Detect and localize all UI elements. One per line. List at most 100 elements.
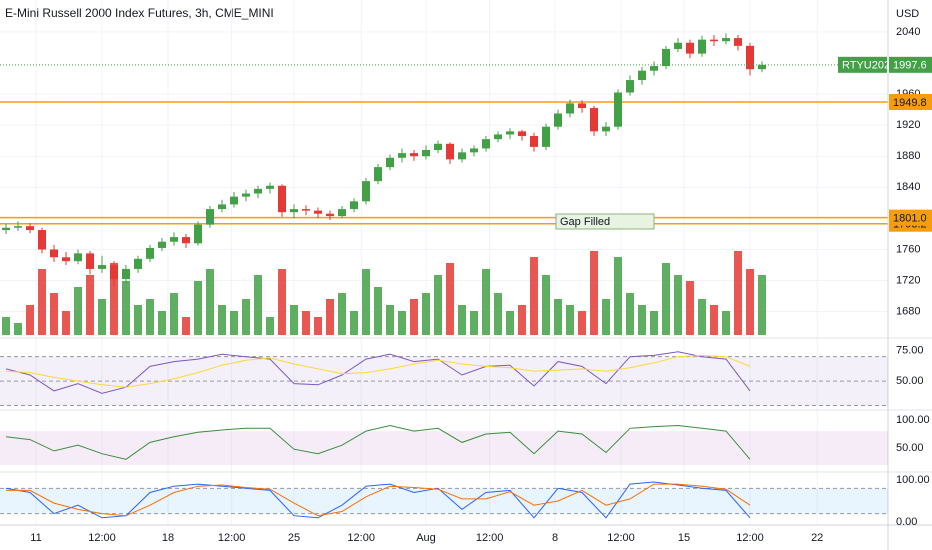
candle-body <box>398 153 406 158</box>
candle-body <box>218 204 226 210</box>
volume-bar <box>314 317 322 335</box>
candle-body <box>530 136 538 147</box>
volume-bar <box>602 299 610 335</box>
candle-body <box>698 39 706 54</box>
candle-body <box>506 131 514 135</box>
indicator-line <box>5 424 751 460</box>
candle-body <box>98 265 106 269</box>
indicator-line <box>5 481 751 519</box>
candle-body <box>674 42 682 49</box>
indicator-line <box>5 354 751 388</box>
y-tick-label: 2040 <box>896 26 920 38</box>
candle-body <box>614 92 622 127</box>
volume-bar <box>554 299 562 335</box>
candle-body <box>254 188 262 194</box>
symbol-label: RTYU2022 <box>842 60 896 72</box>
indicator-tick-label: 50.00 <box>896 375 924 387</box>
candle-body <box>746 45 754 70</box>
candle-body <box>314 210 322 214</box>
level-label: 1801.0 <box>893 213 927 225</box>
indicator-tick-label: 100.00 <box>896 474 930 486</box>
candle-body <box>38 230 46 250</box>
candle-body <box>494 134 502 140</box>
volume-bar <box>158 311 166 335</box>
volume-bar <box>254 275 262 335</box>
candle-body <box>626 80 634 93</box>
candle-body <box>326 213 334 217</box>
candle-body <box>458 152 466 160</box>
volume-bar <box>266 317 274 335</box>
volume-bar <box>650 311 658 335</box>
candle-body <box>446 143 454 160</box>
candle-body <box>338 209 346 217</box>
x-tick-label: Aug <box>416 532 436 544</box>
volume-bar <box>590 251 598 335</box>
volume-bar <box>182 317 190 335</box>
x-tick-label: 12:00 <box>476 532 504 544</box>
volume-bar <box>278 269 286 335</box>
candle-body <box>722 38 730 42</box>
volume-bar <box>758 275 766 335</box>
y-tick-label: 1680 <box>896 306 920 318</box>
volume-bar <box>530 257 538 335</box>
volume-bar <box>542 275 550 335</box>
candle-body <box>146 247 154 259</box>
candle-body <box>14 226 22 228</box>
volume-bar <box>74 287 82 335</box>
volume-bar <box>374 287 382 335</box>
volume-bar <box>230 311 238 335</box>
volume-bar <box>50 293 58 335</box>
y-tick-label: 1920 <box>896 119 920 131</box>
candle-body <box>290 209 298 213</box>
candle-body <box>182 237 190 244</box>
volume-bar <box>410 299 418 335</box>
last-price-box <box>889 56 932 73</box>
y-tick-label: 1840 <box>896 181 920 193</box>
candle-body <box>758 64 766 70</box>
volume-bar <box>86 275 94 335</box>
volume-bar <box>290 305 298 335</box>
candle-body <box>482 139 490 149</box>
candle-body <box>50 249 58 258</box>
candle-body <box>362 181 370 202</box>
volume-bar <box>518 305 526 335</box>
annotation-text: Gap Filled <box>560 216 610 228</box>
volume-bar <box>242 299 250 335</box>
volume-bar <box>26 305 34 335</box>
x-tick-label: 12:00 <box>88 532 116 544</box>
candle-body <box>350 201 358 210</box>
candle-body <box>206 209 214 225</box>
candle-body <box>650 66 658 71</box>
x-tick-label: 12:00 <box>607 532 635 544</box>
chart-title: E-Mini Russell 2000 Index Futures, 3h, C… <box>5 6 274 20</box>
candle-body <box>86 253 94 269</box>
indicator-tick-label: 100.00 <box>896 414 930 426</box>
level-label: 1949.8 <box>893 97 927 109</box>
indicator-tick-label: 75.00 <box>896 344 924 356</box>
candle-body <box>554 113 562 127</box>
candle-body <box>302 209 310 211</box>
volume-bar <box>122 281 130 335</box>
volume-bar <box>662 263 670 335</box>
indicator-band <box>0 488 888 514</box>
x-tick-label: 12:00 <box>736 532 764 544</box>
indicator-band <box>0 431 888 465</box>
y-tick-label: 1880 <box>896 150 920 162</box>
candle-body <box>566 103 574 114</box>
candle-body <box>662 48 670 67</box>
candle-body <box>422 150 430 157</box>
x-tick-label: 25 <box>288 532 300 544</box>
candle-body <box>386 157 394 168</box>
volume-bar <box>62 311 70 335</box>
volume-bar <box>206 269 214 335</box>
x-tick-label: 12:00 <box>218 532 246 544</box>
volume-bar <box>482 269 490 335</box>
volume-bar <box>698 299 706 335</box>
candle-body <box>410 153 418 157</box>
volume-bar <box>746 269 754 335</box>
candle-body <box>170 237 178 242</box>
volume-bar <box>626 293 634 335</box>
volume-bar <box>722 311 730 335</box>
last-price-label: 1997.6 <box>893 60 927 72</box>
